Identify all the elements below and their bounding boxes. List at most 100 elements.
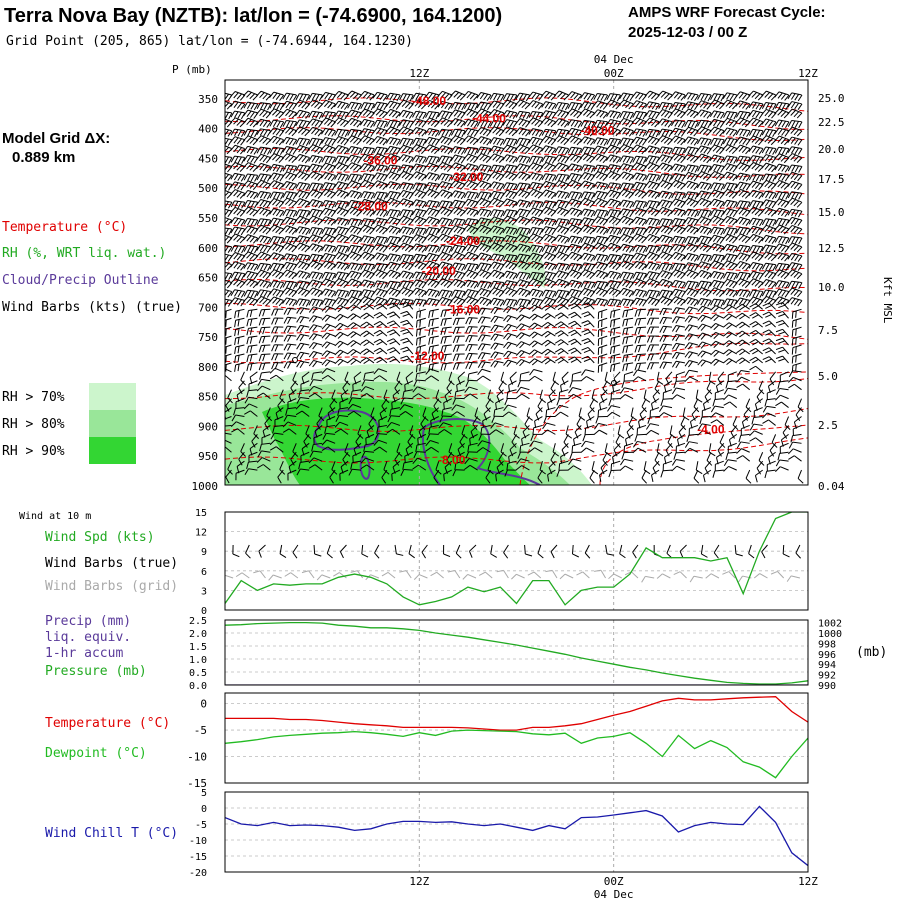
wind-barb	[778, 243, 789, 248]
wind-barb	[753, 233, 763, 239]
wind-barb-flag	[764, 136, 770, 143]
wind-barb-flag	[311, 280, 317, 287]
wind-barb	[312, 163, 323, 167]
wind-barb-flag	[729, 245, 735, 253]
wind-barb-flag	[583, 173, 589, 180]
wind-barb-flag	[382, 246, 388, 253]
wind-barb-flag	[772, 130, 777, 137]
wind-barb	[714, 170, 724, 176]
wind-barb	[390, 171, 401, 176]
wind-barb	[338, 244, 349, 248]
wind-barb-flag	[350, 110, 356, 117]
wind-barb-flag	[476, 164, 482, 171]
wind-barb-flag	[657, 199, 663, 207]
wind-barb-flag	[519, 227, 524, 235]
wind-barb-flag	[242, 251, 249, 258]
wind-barb-flag	[664, 156, 670, 163]
wind-barb-flag	[603, 228, 609, 235]
wind-barb-flag	[253, 192, 259, 200]
wind-barb	[454, 262, 465, 266]
wind-barb-flag	[489, 171, 495, 178]
wind-barb-flag	[291, 175, 298, 182]
wind-barb	[377, 135, 388, 141]
wind-barb	[299, 126, 310, 132]
wind-barb	[558, 234, 569, 239]
wind-barb-flag	[634, 262, 641, 269]
wind-barb-flag	[613, 255, 618, 262]
wind-barb-flag	[360, 218, 365, 226]
wind-barb-flag	[411, 199, 417, 206]
wind-barb-flag	[499, 228, 505, 235]
wind-barb-flag	[440, 101, 446, 109]
wind-barb-flag	[651, 281, 657, 287]
wind-barb-flag	[320, 144, 327, 151]
wind-barb-flag	[579, 136, 586, 143]
wind-barb-flag	[415, 155, 420, 163]
wind-barb-flag	[709, 198, 715, 205]
wind-barb	[571, 91, 582, 96]
wind-barb	[468, 90, 478, 96]
wind-barb	[338, 206, 349, 212]
wind-barb-flag	[561, 263, 566, 271]
wind-barb-flag	[651, 147, 657, 154]
wind-barb	[778, 91, 789, 96]
wind-barb-flag	[580, 208, 585, 216]
wind-barb-flag	[460, 282, 466, 289]
wind-barb-flag	[320, 92, 326, 99]
wind-barb	[687, 146, 698, 149]
wind-barb-flag	[431, 174, 437, 181]
wind-barb-flag	[622, 183, 628, 190]
wind-barb	[571, 269, 582, 275]
wind-barb-flag	[463, 207, 469, 214]
wind-barb-flag	[670, 280, 676, 287]
wind-barb-flag	[677, 165, 683, 172]
wind-barb-flag	[301, 102, 307, 109]
wind-barb-flag	[424, 233, 430, 240]
wind-barb-flag	[346, 135, 353, 142]
wind-barb	[442, 251, 452, 257]
wind-barb-flag	[243, 190, 249, 197]
wind-barb-flag	[609, 111, 615, 118]
wind-barb-flag	[363, 164, 369, 171]
wind-barb-flag	[228, 228, 233, 236]
wind-barb-flag	[644, 145, 650, 152]
wind-barb-flag	[725, 217, 732, 224]
wind-barb-flag	[486, 130, 492, 137]
wind-barb-flag	[729, 174, 735, 181]
wind-barb-flag	[298, 110, 304, 118]
wind-barb-flag	[790, 226, 796, 233]
wind-barb-flag	[265, 112, 272, 119]
wind-barb	[623, 171, 634, 176]
wind-barb-flag	[596, 165, 602, 172]
wind-barb	[480, 208, 491, 212]
wind-barb-flag	[417, 102, 424, 109]
wind-barb	[377, 197, 388, 203]
wind-barb-flag	[755, 201, 761, 209]
wind-barb-flag	[341, 246, 346, 253]
wind-barb-flag	[704, 210, 709, 218]
wind-barb	[558, 225, 569, 230]
wind-barb-flag	[440, 262, 446, 269]
wind-barb	[325, 91, 336, 96]
wind-barb	[584, 180, 595, 185]
wind-barb-flag	[790, 102, 796, 109]
wind-barb	[312, 253, 323, 257]
wind-barb	[597, 126, 608, 132]
wind-barb	[700, 181, 711, 185]
wind-barb-flag	[774, 269, 780, 276]
wind-barb-flag	[742, 246, 748, 253]
wind-barb	[506, 154, 517, 158]
wind-barb	[740, 117, 750, 123]
wind-barb-flag	[470, 245, 476, 253]
wind-barb-flag	[259, 208, 265, 215]
wind-barb	[649, 278, 660, 283]
wind-barb-flag	[528, 182, 533, 189]
wind-barb-flag	[642, 273, 647, 281]
wind-barb-flag	[665, 129, 670, 137]
wind-barb	[661, 262, 673, 266]
wind-barb-flag	[292, 237, 298, 245]
wind-barb-flag	[359, 235, 365, 242]
wind-barb-flag	[599, 129, 605, 135]
wind-barb-flag	[660, 280, 667, 287]
wind-barb-flag	[657, 251, 664, 258]
